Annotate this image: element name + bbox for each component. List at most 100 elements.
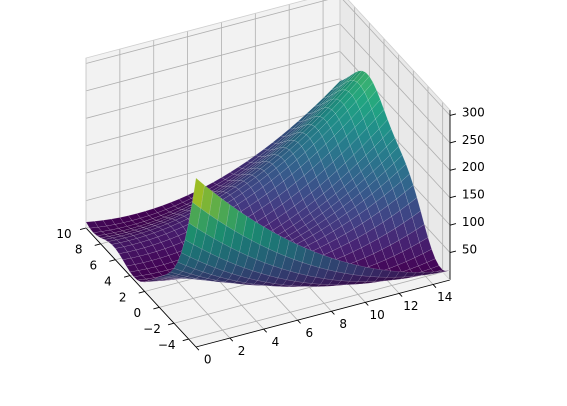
y-tick	[263, 328, 267, 333]
surface-patch	[378, 269, 392, 278]
surface-patch	[390, 240, 403, 257]
surface-patch	[96, 234, 110, 239]
z-tick	[449, 223, 457, 226]
y-tick-label: 12	[403, 299, 418, 313]
surface-patch	[120, 233, 134, 239]
surface-patch	[263, 142, 277, 151]
z-tick	[449, 140, 457, 144]
x-tick	[138, 291, 145, 294]
surface-patch	[344, 262, 358, 275]
pane-edge	[85, 0, 451, 228]
y-tick-label: 0	[204, 353, 212, 367]
x-tick-label: −2	[143, 322, 161, 336]
x-tick	[109, 259, 116, 262]
surface-patch	[131, 242, 145, 251]
y-tick-label: 2	[238, 344, 246, 358]
y-tick-label: 10	[369, 308, 384, 322]
surface-patch	[121, 228, 136, 233]
surface-patch	[165, 279, 178, 281]
surface-patch	[244, 167, 258, 175]
z-tick	[449, 113, 457, 116]
x-tick	[153, 306, 160, 310]
x-tick-label: 6	[89, 259, 97, 273]
x-tick	[79, 227, 87, 230]
surface-patch	[335, 77, 348, 89]
x-tick-label: 4	[104, 274, 112, 288]
tick-marks	[79, 113, 457, 351]
y-tick-label: 14	[437, 290, 452, 304]
surface-patch	[344, 251, 357, 265]
surface-patch	[247, 167, 261, 176]
y-tick	[229, 337, 234, 342]
surface-patch	[284, 153, 298, 168]
surface-patch	[192, 278, 205, 281]
surface-patch	[248, 270, 262, 281]
surface-patch	[379, 205, 392, 223]
surface-patch	[236, 275, 250, 283]
surface-patch	[342, 72, 355, 85]
y-tick-label: 4	[272, 335, 280, 349]
surface-patch	[290, 190, 304, 207]
surface-patch	[112, 235, 126, 241]
surface-patch	[239, 174, 253, 182]
surface-patch	[239, 235, 252, 257]
x-tick-label: −4	[158, 338, 176, 352]
surface-mesh	[85, 70, 451, 287]
surface-patch	[364, 82, 377, 101]
surface-patch	[249, 161, 262, 170]
surface-patch	[389, 146, 403, 164]
surface-patch	[270, 283, 284, 287]
surface-patch	[393, 251, 407, 266]
surface-patch	[151, 257, 165, 268]
surface-patch	[244, 255, 257, 271]
surface-patch	[382, 128, 396, 148]
surface-patch	[346, 70, 359, 83]
surface-patch	[274, 140, 288, 150]
x-tick	[167, 322, 175, 326]
x-tick	[182, 338, 189, 342]
surface-patch	[159, 255, 173, 265]
z-tick-label: 50	[462, 243, 477, 257]
surface-patch	[192, 177, 205, 209]
surface-patch	[334, 206, 347, 220]
y-tick	[297, 319, 301, 324]
y-tick-label: 6	[305, 326, 313, 340]
z-tick	[449, 250, 457, 254]
y-tick	[432, 284, 437, 288]
surface-patch	[374, 221, 388, 239]
surface-patch	[307, 240, 321, 252]
surface-patch	[253, 155, 267, 164]
surface-patch	[133, 275, 147, 281]
x-tick-label: 0	[133, 306, 141, 320]
surface-patch	[166, 271, 180, 277]
y-tick	[365, 302, 369, 306]
surface-patch	[155, 216, 169, 222]
surface-patch	[277, 211, 290, 226]
surface-patch	[173, 202, 187, 209]
x-tick-label: 2	[119, 290, 127, 304]
surface-patch	[300, 229, 314, 241]
surface-patch	[173, 261, 187, 272]
y-tick-labels: 0 2 4 6 8 10 12 14	[204, 290, 453, 367]
surface-patch	[136, 235, 150, 243]
surface-patch	[258, 149, 272, 157]
surface-patch	[102, 218, 116, 227]
y-tick	[195, 346, 200, 351]
surface-patch	[172, 278, 185, 280]
surface-patch	[214, 185, 229, 192]
surface-patch	[141, 273, 155, 280]
x-axis-line	[85, 227, 197, 348]
surface-patch	[115, 246, 128, 254]
y-tick	[331, 310, 335, 315]
surface-patch	[100, 236, 114, 240]
z-tick-label: 250	[462, 133, 485, 147]
z-tick	[449, 168, 457, 171]
surface-patch	[159, 217, 173, 223]
surface-patch	[184, 222, 198, 245]
surface-patch	[113, 230, 127, 235]
x-tick-label: 8	[75, 243, 83, 257]
surface-patch	[85, 221, 99, 229]
surface-patch	[135, 247, 149, 257]
x-tick	[123, 275, 131, 278]
